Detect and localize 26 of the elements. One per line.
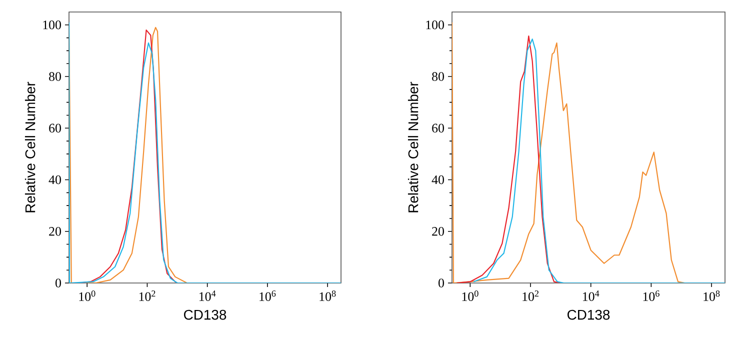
y-tick-label: 20 (432, 227, 444, 236)
y-tick-label: 0 (56, 278, 61, 288)
x-tick-label: 10$^{4}$ (582, 290, 600, 301)
x-tick-label: 10$^{8}$ (704, 290, 720, 302)
y-tick-label: 100 (426, 20, 444, 30)
y-axis-title: Relative Cell Number (408, 82, 418, 212)
x-tick-label: 10$^{0}$ (462, 290, 478, 302)
x-tick-label: 10$^{2}$ (522, 290, 538, 301)
y-tick-label: 60 (49, 124, 61, 133)
x-tick-label: 10$^{6}$ (643, 290, 660, 301)
y-tick-label: 40 (48, 175, 61, 184)
y-axis-title: Relative Cell Number (24, 82, 36, 212)
y-tick-label: 80 (49, 72, 61, 81)
x-tick-label: 10$^{4}$ (199, 290, 216, 301)
y-tick-label: 60 (432, 124, 444, 133)
x-axis-title: CD138 (568, 310, 610, 320)
y-tick-label: 20 (49, 227, 61, 236)
x-tick-label: 10$^{6}$ (260, 290, 276, 301)
x-tick-label: 10$^{8}$ (320, 290, 336, 302)
y-tick-label: 100 (43, 20, 61, 30)
y-tick-label: 0 (438, 278, 444, 288)
x-tick-label: 10$^{0}$ (79, 290, 96, 302)
x-tick-label: 10$^{2}$ (139, 290, 156, 301)
y-tick-label: 40 (432, 175, 444, 184)
x-axis-title: CD138 (184, 310, 226, 320)
y-tick-label: 80 (432, 72, 444, 81)
